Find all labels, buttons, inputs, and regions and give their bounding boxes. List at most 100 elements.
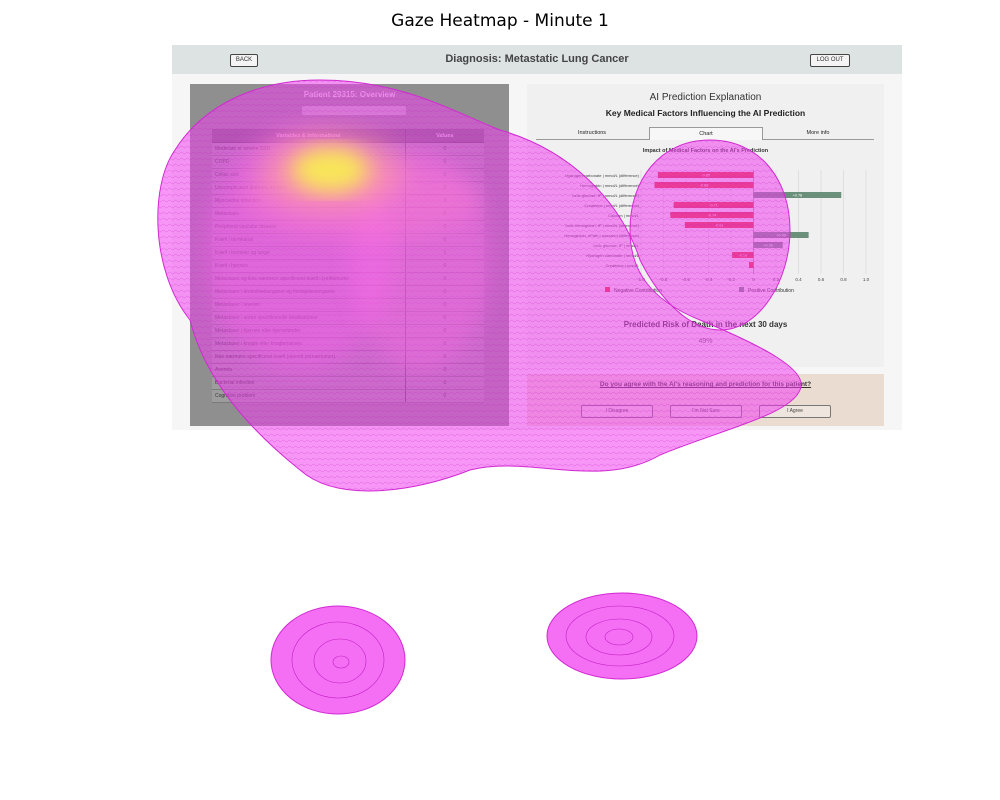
variable-name: Myocardial infarction (212, 194, 406, 208)
agree-button[interactable]: I Agree (759, 405, 831, 418)
tab-instructions[interactable]: Instructions (577, 130, 607, 136)
disagree-button[interactable]: I Disagree (581, 405, 653, 418)
variable-value: 0 (404, 181, 484, 195)
x-tick-label: 0.2 (773, 277, 780, 282)
impact-chart: -1.0 -0.8 -0.6 -0.4 -0.2 0 0.2 0.4 0.6 0.8 1.0 Hydr… (564, 170, 870, 294)
patient-title: Patient 29315: Overview (303, 90, 396, 99)
category-label: Ionic glucose, fP | mmol/L (593, 243, 639, 248)
variable-value: 0 (404, 220, 484, 234)
patient-overview-panel: Patient 29315: Overview Variables & Info… (190, 84, 509, 426)
x-tick-label: 0.4 (795, 277, 802, 282)
variable-name: COPD (212, 155, 406, 169)
x-tick-label: -0.4 (705, 277, 713, 282)
bar-value-label: -0.19 (738, 254, 747, 258)
variable-name: Metastaser i hjernen eller hjernehinder (212, 324, 406, 338)
patient-selector[interactable] (302, 106, 406, 115)
table-row: Celiac sick 0 (212, 168, 484, 182)
variable-name: Metastaser og ikke nærmere specificeret … (212, 272, 406, 286)
legend-swatch (605, 287, 610, 292)
variable-name: Kræft i hjernen (212, 259, 406, 273)
bar-value-label: +0.49 (776, 234, 786, 238)
variable-value: 0 (404, 233, 484, 247)
x-tick-label: 0.6 (818, 277, 825, 282)
agreement-question: Do you agree with the AI's reasoning and… (599, 381, 812, 388)
variable-name: Kræft i tarmkanal (212, 233, 406, 247)
variable-value: 0 (404, 350, 484, 364)
bar-value-label: +0.78 (793, 194, 803, 198)
tab-chart[interactable]: Chart (649, 127, 763, 140)
variable-name: Celiac sick (212, 168, 406, 182)
variable-name: Metastaser i åndedrætsorganer og fordøje… (212, 285, 406, 299)
table-row: Myocardial infarction 0 (212, 194, 484, 208)
table-row: Cognitive problem 0 (212, 389, 484, 403)
variable-value: 0 (404, 311, 484, 325)
variable-name: Anemia (212, 363, 406, 377)
category-label: Ionic hemoglobin, fP | mmol/L (differenc… (565, 223, 639, 228)
ai-panel-title: AI Prediction Explanation (649, 92, 762, 103)
x-tick-label: -0.6 (682, 277, 690, 282)
x-tick-label: 1.0 (863, 277, 870, 282)
app-screenshot: BACK Diagnosis: Metastatic Lung Cancer L… (172, 45, 902, 430)
heat-blob-lower-left (270, 605, 406, 715)
variable-name: Metastaser i knogle eller knoglemarven (212, 337, 406, 351)
variable-name: Metastaser i andre specificerede lokalis… (212, 311, 406, 325)
table-row: Metastasis 0 (212, 207, 484, 221)
variable-value: 0 (404, 207, 484, 221)
patient-table: Variables & Informations Values Moderate… (212, 129, 484, 403)
impact-bar (749, 262, 754, 268)
ai-panel-subtitle: Key Medical Factors Influencing the AI P… (605, 108, 806, 118)
diagnosis-title: Diagnosis: Metastatic Lung Cancer (445, 53, 629, 65)
variable-value: 0 (404, 285, 484, 299)
table-row: Metastaser i andre specificerede lokalis… (212, 311, 484, 325)
table-row: Peripheral vascular disease 0 (212, 220, 484, 234)
bar-value-label: -0.74 (708, 214, 717, 218)
variable-name: Uncomplicated diabetes mellitus (212, 181, 406, 195)
variable-value: 0 (404, 298, 484, 312)
category-label: Hemoglobin | mmol/L (difference) (580, 183, 640, 188)
variable-name: Ikke nærmere specificeret kræft (ukendt … (212, 350, 406, 364)
variable-value: 0 (404, 376, 484, 390)
back-button[interactable]: BACK (230, 54, 258, 67)
variable-name: Cognitive problem (212, 389, 406, 403)
variable-value: 0 (404, 272, 484, 286)
table-row: Metastaser i åndedrætsorganer og fordøje… (212, 285, 484, 299)
x-tick-label: -0.8 (660, 277, 668, 282)
table-row: Bacterial infection 0 (212, 376, 484, 390)
category-label: Calcium | mmol/L (608, 213, 640, 218)
table-row: Metastaser i knogle eller knoglemarven 0 (212, 337, 484, 351)
x-tick-label: 0 (752, 277, 755, 282)
variable-name: Kræft i bronkier og lunge (212, 246, 406, 260)
bar-value-label: -0.61 (715, 224, 724, 228)
legend-label: Positive Contribution (748, 288, 794, 294)
variable-value: 0 (404, 337, 484, 351)
table-row: Anemia 0 (212, 363, 484, 377)
variable-value: 0 (404, 168, 484, 182)
ai-explanation-panel: AI Prediction Explanation Key Medical Fa… (527, 84, 884, 367)
column-header-values: Values (404, 129, 484, 143)
x-tick-label: 0.8 (840, 277, 847, 282)
bar-value-label: -0.85 (701, 174, 710, 178)
tab-more-info[interactable]: More info (806, 130, 830, 136)
chart-title: Impact of Medical Factors on the AI's Pr… (642, 148, 769, 154)
x-tick-label: -1.0 (637, 277, 645, 282)
variable-value: 0 (404, 363, 484, 377)
legend-label: Negative Contribution (614, 288, 662, 294)
x-tick-label: -0.2 (727, 277, 735, 282)
logout-button[interactable]: LOG OUT (810, 54, 850, 67)
variable-name: Metastasis (212, 207, 406, 221)
table-row: Metastaser og ikke nærmere specificeret … (212, 272, 484, 286)
ai-tabs: Instructions Chart More info (536, 127, 874, 140)
not-sure-button[interactable]: I'm Not Sure (670, 405, 742, 418)
variable-value: 0 (404, 259, 484, 273)
variable-name: Peripheral vascular disease (212, 220, 406, 234)
category-label: Hydrogen carbonate | mmol/L (difference) (565, 173, 639, 178)
table-row: Metastaser i leveren 0 (212, 298, 484, 312)
variable-name: Moderate or severe CKD (212, 142, 406, 156)
table-row: Ikke nærmere specificeret kræft (ukendt … (212, 350, 484, 364)
variable-value: 0 (404, 324, 484, 338)
table-row: Metastaser i hjernen eller hjernehinder 0 (212, 324, 484, 338)
patient-table-body: Moderate or severe CKD 0 COPD 0 Celiac sick 0… (212, 142, 484, 403)
category-label: Hydrogen carbonate | mmol/L (586, 253, 639, 258)
figure-title: Gaze Heatmap - Minute 1 (391, 11, 609, 31)
category-label: Hemoglobin, ePath | unscaled (difference… (564, 233, 639, 238)
